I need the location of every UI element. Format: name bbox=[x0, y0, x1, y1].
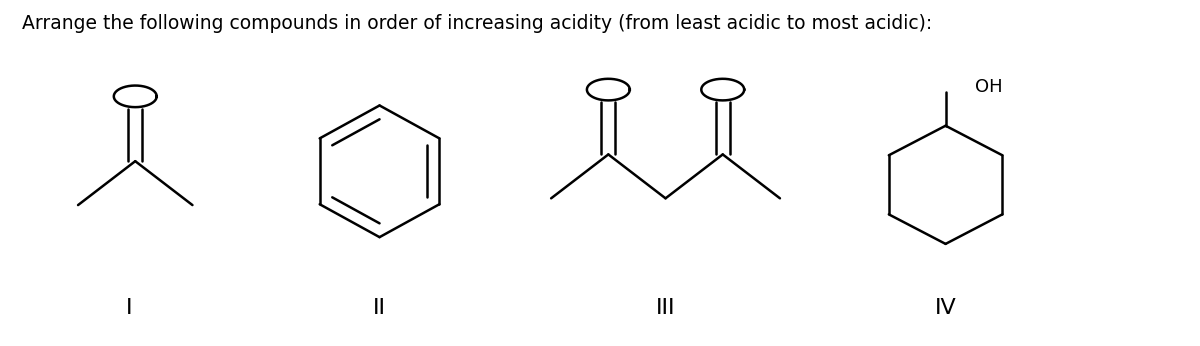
Text: III: III bbox=[655, 298, 676, 318]
Text: II: II bbox=[373, 298, 386, 318]
Text: I: I bbox=[126, 298, 132, 318]
Text: OH: OH bbox=[976, 78, 1003, 96]
Text: IV: IV bbox=[935, 298, 956, 318]
Text: Arrange the following compounds in order of increasing acidity (from least acidi: Arrange the following compounds in order… bbox=[22, 14, 932, 33]
